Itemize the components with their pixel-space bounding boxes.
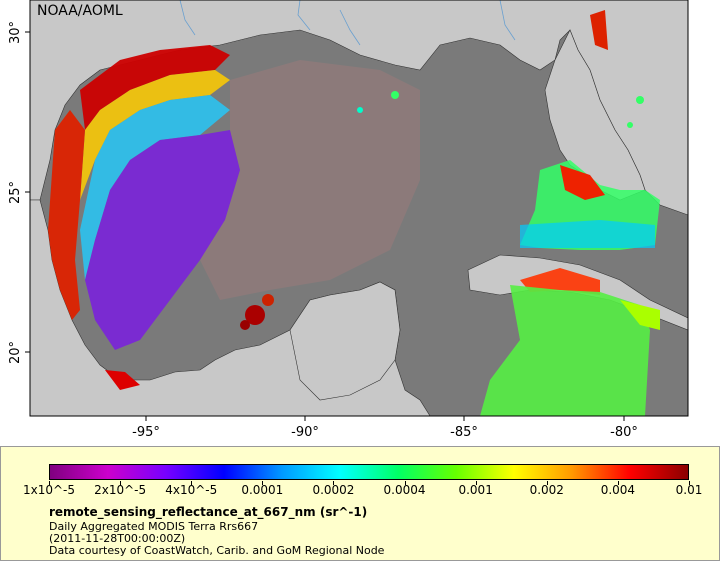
colorbar-tickmark [333,481,335,485]
land [29,0,689,417]
colorbar-tick-label: 2x10^-5 [94,483,147,497]
colorbar-tickmark [49,481,50,485]
colorbar-tickmark [689,481,690,485]
y-tick-label: 20° [8,340,23,364]
colorbar-tickmark [191,481,193,485]
x-tick-label: -90° [291,425,319,440]
colorbar-tickmark [546,481,548,485]
colorbar-tickmark [617,481,619,485]
variable-name: remote_sensing_reflectance_at_667_nm (sr… [49,505,368,519]
x-tick-label: -80° [610,425,638,440]
colorbar-tickmark [120,481,122,485]
y-tick-label: 25° [8,180,23,204]
reflectance-data [48,10,660,416]
colorbar-tick-label: 0.004 [600,483,636,497]
colorbar-tick-label: 0.01 [675,483,703,497]
colorbar-tick-label: 0.0002 [312,483,355,497]
watermark: NOAA/AOML [37,3,123,19]
rivers [179,0,516,46]
colorbar-tick-label: 4x10^-5 [165,483,218,497]
colorbar-tick-label: 0.002 [529,483,564,497]
colorbar-tickmark [475,481,477,485]
data-credit: Data courtesy of CoastWatch, Carib. and … [49,544,385,557]
gulf-of-mexico-map [25,0,689,421]
data-source: Daily Aggregated MODIS Terra Rrs667 [49,520,259,533]
data-time: (2011-11-28T00:00:00Z) [49,532,186,545]
colorbar-tick-label: 1x10^-5 [22,483,76,497]
colorbar-tick-label: 0.0001 [241,483,284,497]
colorbar-tick-label: 0.001 [458,483,493,497]
colorbar-tick-label: 0.0004 [383,483,426,497]
legend-panel: 1x10^-5 2x10^-5 4x10^-5 0.0001 0.0002 0.0004 0… [0,446,720,561]
y-tick-label: 30° [8,20,23,44]
colorbar-tickmark [404,481,406,485]
colorbar [49,464,689,480]
x-tick-label: -95° [132,425,160,440]
colorbar-tickmark [262,481,264,485]
axis-ticks [25,31,625,421]
x-tick-label: -85° [450,425,478,440]
plot-frame [29,0,689,417]
